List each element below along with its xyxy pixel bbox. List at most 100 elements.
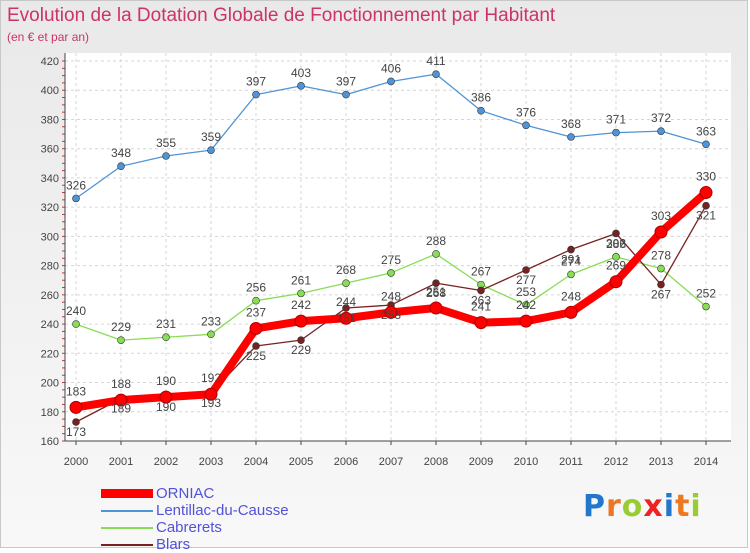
data-label: 253 xyxy=(381,308,401,322)
plot-area xyxy=(65,53,731,441)
data-label: 376 xyxy=(516,105,536,119)
logo-letter: x xyxy=(643,489,664,524)
data-point xyxy=(477,106,485,115)
data-label: 225 xyxy=(246,349,266,363)
data-label: 411 xyxy=(426,54,445,68)
data-point xyxy=(612,229,620,238)
data-point xyxy=(249,321,263,335)
data-label: 275 xyxy=(381,253,401,267)
legend-swatch xyxy=(101,489,153,498)
proxiti-logo: Proxiti xyxy=(583,489,702,524)
legend-swatch xyxy=(101,509,153,512)
data-point xyxy=(297,336,305,344)
data-label: 355 xyxy=(156,136,176,150)
legend-label: Lentillac-du-Causse xyxy=(156,502,289,519)
y-tick-label: 300 xyxy=(41,231,59,243)
data-label: 190 xyxy=(156,400,176,414)
x-tick-label: 2010 xyxy=(514,456,538,468)
legend-item-blars: Blars xyxy=(101,536,289,553)
data-label: 240 xyxy=(66,304,86,318)
legend-swatch xyxy=(101,526,153,529)
data-label: 251 xyxy=(336,311,356,325)
data-point xyxy=(114,393,128,407)
data-label: 303 xyxy=(651,209,671,223)
data-label: 321 xyxy=(696,209,716,223)
data-label: 244 xyxy=(336,295,356,309)
legend-item-orniac: ORNIAC xyxy=(101,485,289,502)
y-tick-label: 280 xyxy=(41,261,59,273)
data-point xyxy=(342,90,350,99)
data-point xyxy=(612,253,620,261)
data-point xyxy=(72,320,80,328)
y-tick-label: 240 xyxy=(41,319,59,331)
data-point xyxy=(72,194,80,203)
data-point xyxy=(204,387,218,401)
data-point xyxy=(72,418,80,426)
data-label: 193 xyxy=(201,396,221,410)
data-label: 251 xyxy=(426,285,446,299)
data-point xyxy=(432,70,440,78)
x-tick-label: 2013 xyxy=(649,456,673,468)
data-label: 386 xyxy=(471,91,491,105)
data-label: 278 xyxy=(651,249,671,263)
legend-swatch xyxy=(101,543,153,546)
legend-label: Cabrerets xyxy=(156,519,222,536)
data-label: 406 xyxy=(381,61,401,75)
data-point xyxy=(117,162,125,171)
data-label: 188 xyxy=(111,377,131,391)
legend-item-lentillac-du-causse: Lentillac-du-Causse xyxy=(101,502,289,519)
data-label: 229 xyxy=(111,320,131,334)
data-label: 268 xyxy=(336,263,356,277)
line-chart: 160 180 200 220 240 260 280 300 320 340 360 380 400 4… xyxy=(41,53,731,468)
y-tick-label: 200 xyxy=(41,378,59,390)
logo-letter: r xyxy=(606,489,622,524)
y-tick-label: 180 xyxy=(41,407,59,419)
logo-letter: i xyxy=(663,489,676,524)
data-point xyxy=(522,121,530,130)
data-point xyxy=(522,266,530,274)
data-point xyxy=(159,390,173,404)
y-tick-label: 220 xyxy=(41,348,59,360)
data-label: 288 xyxy=(426,234,446,248)
data-point xyxy=(117,336,125,344)
data-point xyxy=(432,250,440,258)
chart-subtitle: (en € et par an) xyxy=(7,30,90,44)
data-point xyxy=(207,330,215,339)
data-label: 330 xyxy=(696,170,716,184)
data-label: 372 xyxy=(651,111,671,125)
data-label: 286 xyxy=(606,237,626,251)
data-point xyxy=(519,314,533,328)
data-point xyxy=(702,140,710,149)
x-tick-label: 2012 xyxy=(604,456,628,468)
data-point xyxy=(522,301,530,309)
chart-legend: ORNIAC Lentillac-du-Causse Cabrerets Blars xyxy=(101,485,289,553)
x-tick-label: 2004 xyxy=(244,456,268,468)
data-point xyxy=(207,146,215,154)
data-point xyxy=(612,128,620,137)
data-point xyxy=(297,82,305,90)
x-tick-label: 2014 xyxy=(694,456,718,468)
data-label: 267 xyxy=(651,288,671,302)
data-label: 253 xyxy=(516,285,536,299)
logo-letter: o xyxy=(621,489,644,524)
data-point xyxy=(252,296,260,305)
data-label: 371 xyxy=(606,113,626,127)
data-label: 302 xyxy=(606,236,626,250)
data-point xyxy=(162,152,170,160)
data-point xyxy=(342,279,350,287)
data-label: 241 xyxy=(471,300,491,314)
data-point xyxy=(609,275,623,289)
legend-label: Blars xyxy=(156,536,191,553)
data-label: 368 xyxy=(561,117,581,131)
y-tick-label: 340 xyxy=(41,173,59,185)
data-point xyxy=(702,302,710,311)
data-point xyxy=(384,305,398,319)
data-point xyxy=(654,225,668,239)
x-tick-label: 2000 xyxy=(64,456,88,468)
data-point xyxy=(387,269,395,277)
data-label: 192 xyxy=(201,371,221,385)
data-label: 274 xyxy=(561,254,581,268)
y-tick-label: 360 xyxy=(41,144,59,156)
data-point xyxy=(339,311,353,325)
